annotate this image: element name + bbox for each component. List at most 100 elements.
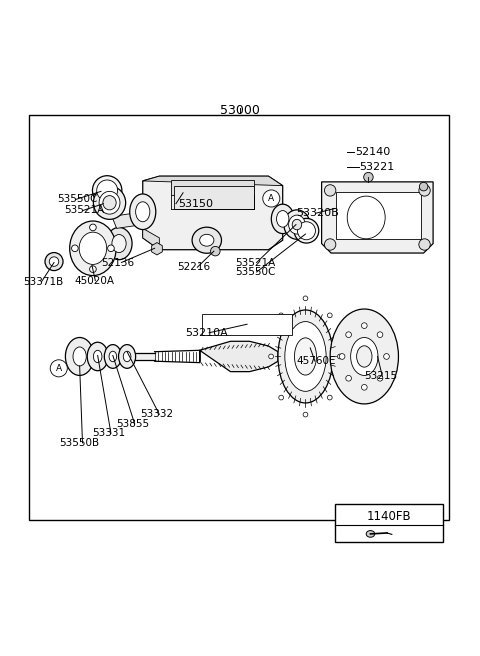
Text: 52140: 52140 — [355, 148, 390, 157]
Circle shape — [324, 185, 336, 196]
Ellipse shape — [123, 351, 131, 361]
Ellipse shape — [119, 344, 136, 368]
Text: 45020A: 45020A — [75, 276, 115, 285]
Bar — [29, 115, 449, 520]
Circle shape — [346, 332, 351, 337]
Ellipse shape — [294, 338, 316, 375]
Text: 53150: 53150 — [179, 199, 213, 209]
Circle shape — [327, 313, 332, 318]
Circle shape — [263, 190, 280, 207]
Ellipse shape — [278, 310, 333, 403]
Ellipse shape — [79, 232, 107, 264]
Circle shape — [90, 266, 96, 272]
Text: 53210A: 53210A — [185, 328, 228, 338]
Text: 45760E: 45760E — [296, 356, 336, 366]
Circle shape — [419, 239, 430, 250]
Text: A: A — [268, 194, 275, 203]
Polygon shape — [174, 186, 254, 209]
Ellipse shape — [357, 346, 372, 367]
Ellipse shape — [298, 222, 315, 239]
Ellipse shape — [106, 228, 132, 260]
Ellipse shape — [200, 234, 214, 246]
Ellipse shape — [285, 321, 326, 392]
Polygon shape — [171, 180, 254, 195]
Ellipse shape — [103, 195, 116, 210]
Text: 53521A: 53521A — [64, 205, 105, 215]
Ellipse shape — [99, 192, 120, 214]
Circle shape — [339, 354, 345, 359]
Text: 52216: 52216 — [178, 262, 211, 272]
Circle shape — [384, 354, 389, 359]
Ellipse shape — [109, 351, 117, 361]
Ellipse shape — [93, 176, 122, 205]
Text: 53320B: 53320B — [296, 208, 339, 218]
Ellipse shape — [136, 202, 150, 222]
Ellipse shape — [73, 347, 86, 366]
Text: 53215: 53215 — [364, 371, 397, 381]
Ellipse shape — [294, 218, 319, 243]
Text: 53221: 53221 — [360, 161, 395, 172]
Circle shape — [50, 359, 67, 377]
Polygon shape — [322, 182, 433, 253]
Circle shape — [361, 323, 367, 329]
Polygon shape — [143, 176, 283, 186]
Text: 53332: 53332 — [140, 409, 173, 419]
Ellipse shape — [130, 194, 156, 230]
Circle shape — [327, 395, 332, 400]
Text: 53000: 53000 — [220, 104, 260, 117]
Polygon shape — [112, 212, 143, 228]
Ellipse shape — [112, 235, 126, 253]
Circle shape — [346, 375, 351, 381]
Polygon shape — [283, 216, 300, 231]
Circle shape — [324, 239, 336, 250]
Ellipse shape — [87, 342, 108, 371]
Circle shape — [303, 412, 308, 417]
Circle shape — [361, 384, 367, 390]
Ellipse shape — [271, 204, 294, 234]
Ellipse shape — [65, 337, 94, 375]
Circle shape — [90, 224, 96, 231]
Text: 53371B: 53371B — [23, 277, 63, 287]
Ellipse shape — [292, 219, 301, 230]
Circle shape — [45, 253, 63, 270]
Polygon shape — [336, 192, 421, 239]
Text: 52136: 52136 — [101, 258, 134, 268]
Ellipse shape — [104, 344, 121, 368]
Circle shape — [364, 173, 373, 182]
Polygon shape — [143, 228, 159, 250]
Circle shape — [108, 245, 114, 252]
Text: 53550B: 53550B — [59, 438, 99, 448]
Bar — [335, 504, 443, 541]
Bar — [202, 314, 292, 335]
Ellipse shape — [288, 215, 305, 234]
Circle shape — [72, 245, 78, 252]
Polygon shape — [200, 341, 278, 372]
Ellipse shape — [192, 227, 221, 253]
Text: 1140FB: 1140FB — [367, 510, 411, 523]
Circle shape — [49, 257, 59, 266]
Ellipse shape — [276, 211, 289, 227]
Circle shape — [377, 332, 383, 337]
Polygon shape — [152, 243, 162, 255]
Circle shape — [419, 185, 430, 196]
Text: 53550C: 53550C — [57, 194, 98, 205]
Text: 53855: 53855 — [116, 419, 149, 429]
Ellipse shape — [94, 350, 102, 363]
Circle shape — [211, 247, 220, 256]
Text: 53331: 53331 — [92, 428, 125, 438]
Ellipse shape — [94, 186, 126, 219]
Ellipse shape — [284, 210, 310, 239]
Circle shape — [420, 182, 428, 191]
Circle shape — [279, 313, 284, 318]
Ellipse shape — [96, 180, 118, 201]
Circle shape — [337, 354, 342, 359]
Ellipse shape — [70, 221, 116, 276]
Circle shape — [377, 375, 383, 381]
Circle shape — [279, 395, 284, 400]
Ellipse shape — [366, 531, 375, 537]
Circle shape — [303, 296, 308, 300]
Text: 53521A: 53521A — [235, 258, 276, 268]
Text: 53550C: 53550C — [235, 267, 276, 277]
Ellipse shape — [330, 309, 398, 404]
Polygon shape — [143, 176, 283, 250]
